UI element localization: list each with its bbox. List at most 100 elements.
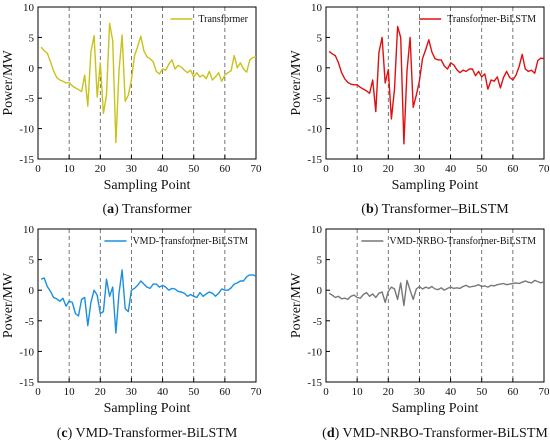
y-tick-label: -5: [25, 316, 35, 328]
y-tick-label: 5: [317, 32, 323, 44]
chart-panel-c: 0 10 20 30 40 50 60 70 -15 -10 -5 0 5 10 Sampling Poin…: [1, 224, 262, 441]
x-tick-label: 30: [414, 163, 426, 175]
y-tick-label: 10: [23, 2, 35, 14]
x-tick-label: 40: [157, 386, 169, 398]
y-tick-label: -15: [19, 154, 34, 166]
x-tick-label: 70: [539, 163, 550, 175]
caption-paren-open: (: [322, 426, 327, 441]
y-tick-label: 0: [29, 285, 35, 297]
x-tick-label: 20: [95, 163, 107, 175]
chart-panel-a: 0 10 20 30 40 50 60 70 -15 -10 -5 0 5 10 Sampling Poin…: [1, 2, 262, 217]
y-tick-label: -15: [307, 377, 322, 389]
x-axis-label: Sampling Point: [392, 178, 479, 193]
y-tick-label: -15: [307, 154, 322, 166]
caption-paren-close: ): [335, 426, 343, 441]
y-tick-label: 10: [23, 224, 35, 236]
x-tick-label: 40: [157, 163, 169, 175]
y-tick-label: -10: [307, 124, 322, 136]
y-tick-label: -5: [25, 93, 35, 105]
y-tick-label: -5: [313, 93, 323, 105]
x-tick-label: 60: [219, 163, 231, 175]
y-tick-label: -10: [19, 346, 34, 358]
legend-label: Transformer-BiLSTM: [447, 14, 536, 25]
plot-frame: [37, 6, 257, 160]
x-tick-label: 60: [507, 163, 519, 175]
x-axis-label: Sampling Point: [104, 178, 191, 193]
y-tick-label: 5: [29, 255, 35, 267]
y-tick-label: 5: [317, 255, 323, 267]
chart-panel-b: 0 10 20 30 40 50 60 70 -15 -10 -5 0 5 10 Sampling Poin…: [289, 2, 550, 217]
x-tick-label: 20: [383, 386, 395, 398]
caption-text: Transformer: [122, 202, 192, 217]
y-tick-label: 0: [317, 63, 323, 75]
caption-letter: b: [366, 202, 374, 217]
chart-panel-d: 0 10 20 30 40 50 60 70 -15 -10 -5 0 5 10 Sampling Poin…: [289, 224, 550, 441]
caption-paren-close: ): [114, 202, 122, 217]
x-tick-label: 0: [35, 163, 41, 175]
caption-letter: a: [107, 202, 114, 217]
x-tick-label: 0: [35, 386, 41, 398]
x-tick-label: 10: [64, 163, 76, 175]
y-axis-label: Power/MW: [1, 272, 16, 338]
y-tick-label: -15: [19, 377, 34, 389]
y-tick-label: 0: [317, 285, 323, 297]
x-tick-label: 40: [445, 386, 457, 398]
y-tick-label: 10: [311, 2, 323, 14]
x-tick-label: 30: [126, 163, 138, 175]
x-axis-label: Sampling Point: [392, 401, 479, 416]
series-line: [40, 269, 257, 334]
x-tick-label: 30: [126, 386, 138, 398]
y-tick-label: 0: [29, 63, 35, 75]
y-tick-label: -10: [307, 346, 322, 358]
y-tick-label: -10: [19, 124, 34, 136]
x-tick-label: 50: [188, 163, 200, 175]
caption-paren-open: (: [102, 202, 107, 217]
series-line: [328, 25, 545, 145]
x-tick-label: 30: [414, 386, 426, 398]
panel-caption: (b) Transformer–BiLSTM: [361, 202, 509, 217]
panel-caption: (a) Transformer: [102, 202, 191, 217]
y-tick-label: 5: [29, 32, 35, 44]
x-tick-label: 60: [507, 386, 519, 398]
x-tick-label: 70: [251, 163, 263, 175]
y-axis-label: Power/MW: [289, 50, 304, 116]
caption-letter: c: [61, 426, 67, 441]
caption-paren-close: ): [68, 426, 76, 441]
x-tick-label: 60: [219, 386, 231, 398]
x-tick-label: 70: [539, 386, 550, 398]
caption-paren-open: (: [361, 202, 366, 217]
x-tick-label: 50: [188, 386, 200, 398]
x-tick-label: 50: [476, 163, 488, 175]
series-line: [328, 279, 545, 307]
x-tick-label: 10: [64, 386, 76, 398]
x-tick-label: 50: [476, 386, 488, 398]
legend-label: VMD-NRBO-Transformer-BiLSTM: [389, 236, 536, 247]
caption-text: Transformer–BiLSTM: [382, 202, 510, 217]
caption-paren-close: ): [374, 202, 382, 217]
x-tick-label: 20: [95, 386, 107, 398]
y-tick-label: 10: [311, 224, 323, 236]
caption-letter: d: [327, 426, 335, 441]
series-line: [40, 22, 257, 144]
legend-label: VMD-Transformer-BiLSTM: [132, 236, 248, 247]
x-tick-label: 10: [352, 163, 364, 175]
panel-caption: (c) VMD-Transformer-BiLSTM: [57, 426, 238, 441]
x-tick-label: 0: [323, 386, 329, 398]
x-axis-label: Sampling Point: [104, 401, 191, 416]
x-tick-label: 10: [352, 386, 364, 398]
caption-paren-open: (: [57, 426, 62, 441]
y-tick-label: -5: [313, 316, 323, 328]
x-tick-label: 0: [323, 163, 329, 175]
plot-frame: [325, 6, 545, 160]
x-tick-label: 20: [383, 163, 395, 175]
caption-text: VMD-Transformer-BiLSTM: [76, 426, 238, 441]
y-axis-label: Power/MW: [1, 50, 16, 116]
panel-caption: (d) VMD-NRBO-Transformer-BiLSTM: [322, 426, 548, 441]
caption-text: VMD-NRBO-Transformer-BiLSTM: [343, 426, 549, 441]
legend-label: Transformer: [198, 14, 248, 25]
plot-frame: [37, 228, 257, 383]
y-axis-label: Power/MW: [289, 272, 304, 338]
plot-frame: [325, 228, 545, 383]
x-tick-label: 70: [251, 386, 263, 398]
